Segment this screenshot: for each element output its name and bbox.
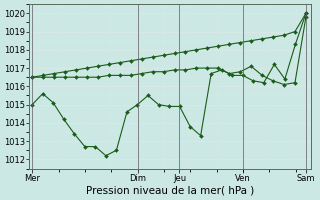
X-axis label: Pression niveau de la mer( hPa ): Pression niveau de la mer( hPa ): [86, 186, 254, 196]
